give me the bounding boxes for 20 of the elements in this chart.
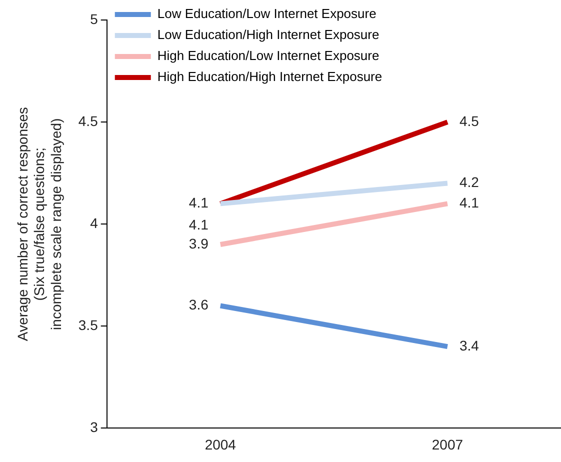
y-tick-label: 4 — [90, 214, 98, 231]
legend-label: High Education/High Internet Exposure — [157, 69, 382, 84]
data-label: 4.2 — [459, 174, 480, 190]
data-label: 3.6 — [188, 296, 209, 313]
y-tick-label: 3 — [90, 419, 98, 436]
data-label: 4.1 — [459, 194, 480, 211]
y-tick-label: 3.5 — [78, 317, 98, 334]
data-label: 3.4 — [459, 337, 480, 354]
y-tick-label: 5 — [90, 10, 98, 27]
x-tick-label: 2004 — [204, 436, 236, 452]
data-label: 4.1 — [188, 194, 209, 211]
x-tick-label: 2007 — [432, 436, 464, 452]
legend-label: Low Education/High Internet Exposure — [157, 27, 380, 42]
y-tick-label: 4.5 — [78, 112, 98, 129]
y-axis-title: Average number of correct responses (Six true/false questions; incomplete scale range displayed) — [14, 107, 64, 342]
legend-label: High Education/Low Internet Exposure — [157, 48, 380, 64]
data-label: 3.9 — [188, 235, 209, 252]
data-label: 4.5 — [459, 112, 480, 129]
legend-label: Low Education/Low Internet Exposure — [157, 6, 376, 22]
data-label: 4.1 — [188, 216, 209, 233]
